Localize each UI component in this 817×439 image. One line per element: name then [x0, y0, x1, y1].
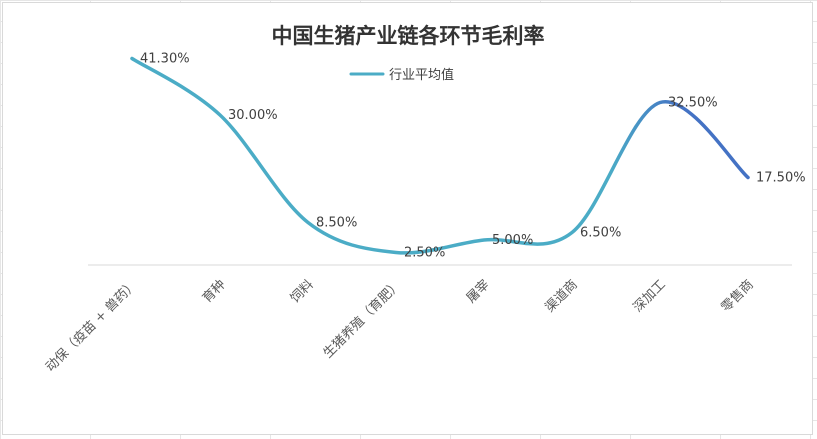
data-label: 41.30%: [140, 52, 190, 67]
x-tick-label: 生猪养殖（育肥）: [320, 277, 405, 362]
chart-area[interactable]: 中国生猪产业链各环节毛利率 行业平均值 41.30% 30.00% 8.50% 2.5…: [2, 2, 813, 435]
legend-label: 行业平均值: [389, 67, 454, 83]
legend: 行业平均值: [349, 67, 454, 83]
series-line: [130, 56, 750, 255]
data-label: 32.50%: [668, 96, 718, 111]
chart-title: 中国生猪产业链各环节毛利率: [272, 23, 545, 48]
x-tick-label: 深加工: [631, 277, 669, 315]
x-tick-label: 渠道商: [543, 277, 581, 315]
x-tick-label: 屠宰: [463, 277, 493, 307]
x-tick-label: 零售商: [718, 277, 757, 316]
x-tick-label: 动保（疫苗 + 兽药）: [42, 277, 140, 375]
data-label: 2.50%: [404, 246, 445, 261]
line-chart: 中国生猪产业链各环节毛利率 行业平均值 41.30% 30.00% 8.50% 2.5…: [42, 23, 806, 375]
data-label: 30.00%: [228, 108, 278, 123]
data-label: 6.50%: [580, 226, 621, 241]
data-label: 8.50%: [316, 216, 357, 231]
data-label: 17.50%: [756, 171, 806, 186]
x-tick-label: 育种: [199, 277, 229, 307]
data-label: 5.00%: [492, 233, 533, 248]
x-tick-label: 饲料: [288, 277, 317, 306]
